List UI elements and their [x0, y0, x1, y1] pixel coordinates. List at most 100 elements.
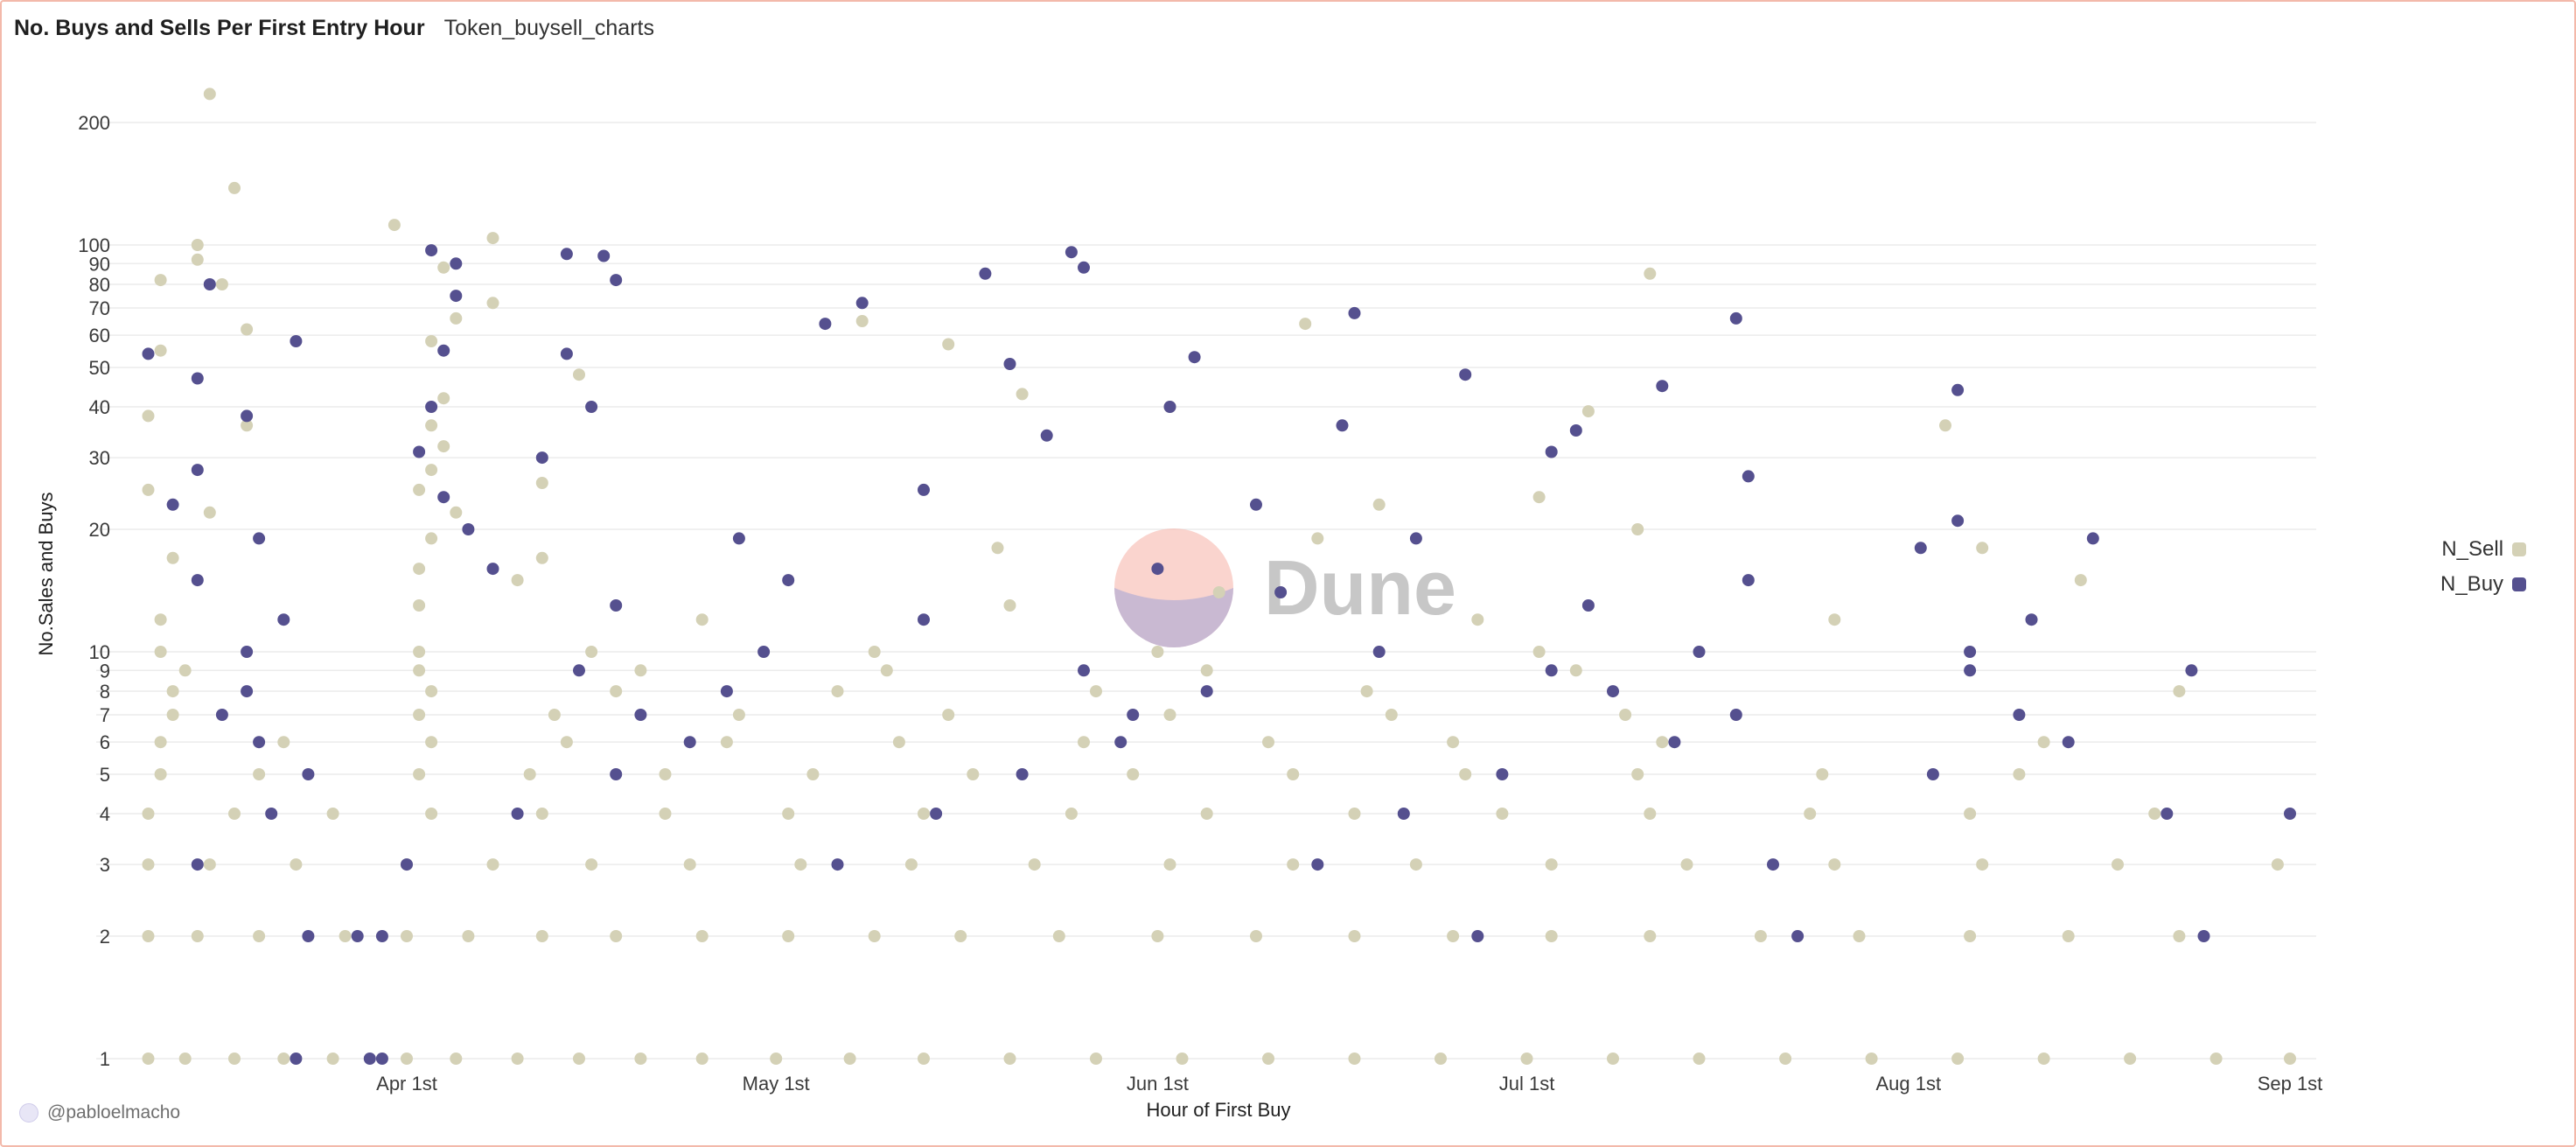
data-point-n-sell[interactable]	[2112, 858, 2124, 871]
data-point-n-sell[interactable]	[178, 1053, 192, 1065]
data-point-n-buy[interactable]	[401, 858, 413, 871]
data-point-n-sell[interactable]	[1976, 858, 1989, 871]
data-point-n-sell[interactable]	[326, 1053, 339, 1065]
data-point-n-sell[interactable]	[1003, 599, 1016, 612]
data-point-n-buy[interactable]	[1951, 514, 1965, 528]
data-point-n-sell[interactable]	[1409, 858, 1422, 871]
data-point-n-sell[interactable]	[425, 464, 438, 477]
data-point-n-sell[interactable]	[892, 736, 905, 749]
data-point-n-sell[interactable]	[2074, 574, 2087, 587]
data-point-n-buy[interactable]	[1729, 709, 1742, 721]
data-point-n-buy[interactable]	[782, 574, 795, 587]
data-point-n-buy[interactable]	[1078, 261, 1090, 274]
data-point-n-sell[interactable]	[1250, 930, 1262, 942]
data-point-n-sell[interactable]	[2148, 808, 2161, 820]
data-point-n-sell[interactable]	[2013, 768, 2026, 780]
legend-item-n-buy[interactable]: N_Buy	[2440, 567, 2527, 602]
data-point-n-buy[interactable]	[1471, 930, 1484, 942]
data-point-n-sell[interactable]	[253, 930, 266, 942]
data-point-n-sell[interactable]	[228, 1053, 241, 1065]
data-point-n-sell[interactable]	[1693, 1053, 1706, 1065]
data-point-n-buy[interactable]	[1065, 246, 1078, 259]
data-point-n-buy[interactable]	[1274, 586, 1288, 598]
data-point-n-buy[interactable]	[351, 930, 364, 942]
data-point-n-sell[interactable]	[2209, 1053, 2223, 1065]
avatar[interactable]	[19, 1103, 38, 1123]
data-point-n-buy[interactable]	[241, 646, 254, 658]
data-point-n-sell[interactable]	[535, 477, 548, 489]
data-point-n-sell[interactable]	[1976, 542, 1989, 555]
data-point-n-sell[interactable]	[1459, 768, 1472, 780]
data-point-n-buy[interactable]	[634, 709, 647, 721]
data-point-n-sell[interactable]	[1545, 858, 1558, 871]
data-point-n-sell[interactable]	[425, 736, 438, 749]
data-point-n-buy[interactable]	[253, 532, 266, 545]
data-point-n-sell[interactable]	[1348, 808, 1361, 820]
data-point-n-sell[interactable]	[1644, 808, 1657, 820]
data-point-n-buy[interactable]	[1964, 646, 1977, 658]
data-point-n-buy[interactable]	[1607, 685, 1619, 698]
data-point-n-sell[interactable]	[1532, 646, 1546, 658]
data-point-n-sell[interactable]	[191, 239, 204, 251]
data-point-n-sell[interactable]	[1619, 709, 1632, 721]
data-point-n-buy[interactable]	[1459, 368, 1472, 381]
data-point-n-sell[interactable]	[511, 574, 524, 587]
data-point-n-sell[interactable]	[1385, 709, 1398, 721]
data-point-n-sell[interactable]	[1964, 808, 1977, 820]
data-point-n-sell[interactable]	[1447, 930, 1460, 942]
data-point-n-sell[interactable]	[1631, 768, 1644, 780]
data-point-n-sell[interactable]	[683, 858, 696, 871]
data-point-n-sell[interactable]	[1262, 736, 1274, 749]
data-point-n-sell[interactable]	[695, 613, 709, 626]
data-point-n-sell[interactable]	[154, 344, 167, 357]
data-point-n-sell[interactable]	[486, 858, 499, 871]
data-point-n-sell[interactable]	[573, 1053, 585, 1065]
data-point-n-sell[interactable]	[1828, 858, 1841, 871]
data-point-n-buy[interactable]	[1311, 858, 1324, 871]
data-point-n-sell[interactable]	[1299, 318, 1312, 331]
data-point-n-buy[interactable]	[1791, 930, 1805, 942]
data-point-n-buy[interactable]	[597, 249, 611, 262]
data-point-n-buy[interactable]	[1729, 311, 1742, 325]
data-point-n-sell[interactable]	[486, 297, 499, 310]
data-point-n-buy[interactable]	[1348, 306, 1361, 319]
data-point-n-sell[interactable]	[154, 646, 167, 658]
data-point-n-sell[interactable]	[782, 930, 795, 942]
data-point-n-sell[interactable]	[610, 930, 623, 942]
data-point-n-buy[interactable]	[1693, 646, 1706, 658]
data-point-n-sell[interactable]	[1052, 930, 1065, 942]
data-point-n-sell[interactable]	[425, 419, 438, 432]
data-point-n-buy[interactable]	[241, 685, 254, 698]
data-point-n-sell[interactable]	[241, 419, 254, 432]
data-point-n-buy[interactable]	[2161, 808, 2174, 820]
data-point-n-sell[interactable]	[413, 646, 426, 658]
data-point-n-sell[interactable]	[1163, 709, 1176, 721]
data-point-n-sell[interactable]	[695, 1053, 709, 1065]
data-point-n-sell[interactable]	[1348, 930, 1361, 942]
data-point-n-buy[interactable]	[191, 464, 204, 477]
data-point-n-sell[interactable]	[1127, 768, 1140, 780]
data-point-n-sell[interactable]	[203, 506, 216, 519]
data-point-n-sell[interactable]	[413, 599, 426, 612]
data-point-n-buy[interactable]	[1372, 646, 1386, 658]
data-point-n-sell[interactable]	[142, 483, 155, 496]
data-point-n-sell[interactable]	[142, 409, 155, 423]
data-point-n-buy[interactable]	[425, 401, 438, 413]
data-point-n-sell[interactable]	[1471, 613, 1484, 626]
data-point-n-sell[interactable]	[1372, 498, 1386, 511]
data-point-n-buy[interactable]	[1569, 424, 1582, 437]
data-point-n-buy[interactable]	[1040, 429, 1053, 442]
data-point-n-sell[interactable]	[523, 768, 536, 780]
data-point-n-sell[interactable]	[450, 1053, 463, 1065]
data-point-n-sell[interactable]	[1090, 685, 1102, 698]
data-point-n-sell[interactable]	[1212, 586, 1225, 598]
data-point-n-buy[interactable]	[2284, 808, 2296, 820]
data-point-n-sell[interactable]	[1163, 858, 1176, 871]
data-point-n-sell[interactable]	[1520, 1053, 1533, 1065]
data-point-n-buy[interactable]	[831, 858, 844, 871]
data-point-n-sell[interactable]	[1656, 736, 1669, 749]
data-point-n-buy[interactable]	[265, 808, 278, 820]
data-point-n-sell[interactable]	[1816, 768, 1829, 780]
data-point-n-buy[interactable]	[425, 244, 438, 257]
data-point-n-sell[interactable]	[154, 613, 167, 626]
